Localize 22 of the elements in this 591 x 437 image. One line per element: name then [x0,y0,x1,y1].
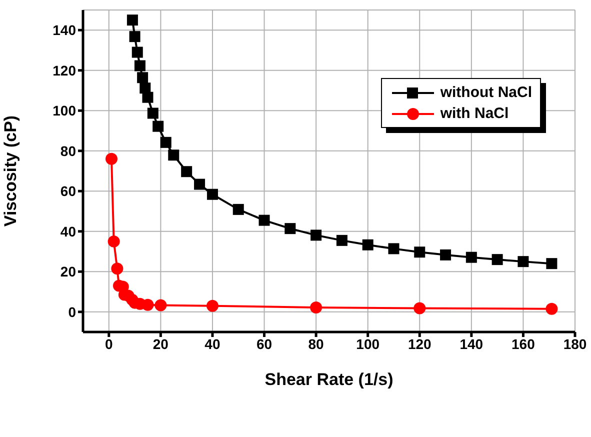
x-tick-label: 40 [204,336,220,352]
y-tick-label: 20 [60,264,76,280]
y-tick-label: 100 [52,102,76,119]
x-tick-label: 100 [356,336,380,352]
x-tick-label: 180 [563,336,587,352]
x-tick-label: 140 [460,336,484,352]
x-tick-label: 0 [104,336,113,352]
y-tick-label: 140 [52,22,76,38]
x-axis-title: Shear Rate (1/s) [264,370,394,389]
y-axis-title: Viscosity (cP) [1,115,20,227]
y-tick-label: 60 [60,183,76,200]
x-tick-label: 120 [408,336,432,352]
y-tick-label: 40 [60,223,76,240]
x-tick-label: 160 [512,336,536,352]
x-tick-label: 20 [152,336,169,352]
x-tick-label: 80 [308,336,324,352]
y-tick-label: 0 [68,304,76,320]
y-tick-label: 120 [52,62,76,78]
y-tick-label: 80 [60,142,76,159]
legend-label: with NaCl [440,105,509,122]
legend-label: without NaCl [440,84,532,101]
x-tick-label: 60 [256,336,272,352]
